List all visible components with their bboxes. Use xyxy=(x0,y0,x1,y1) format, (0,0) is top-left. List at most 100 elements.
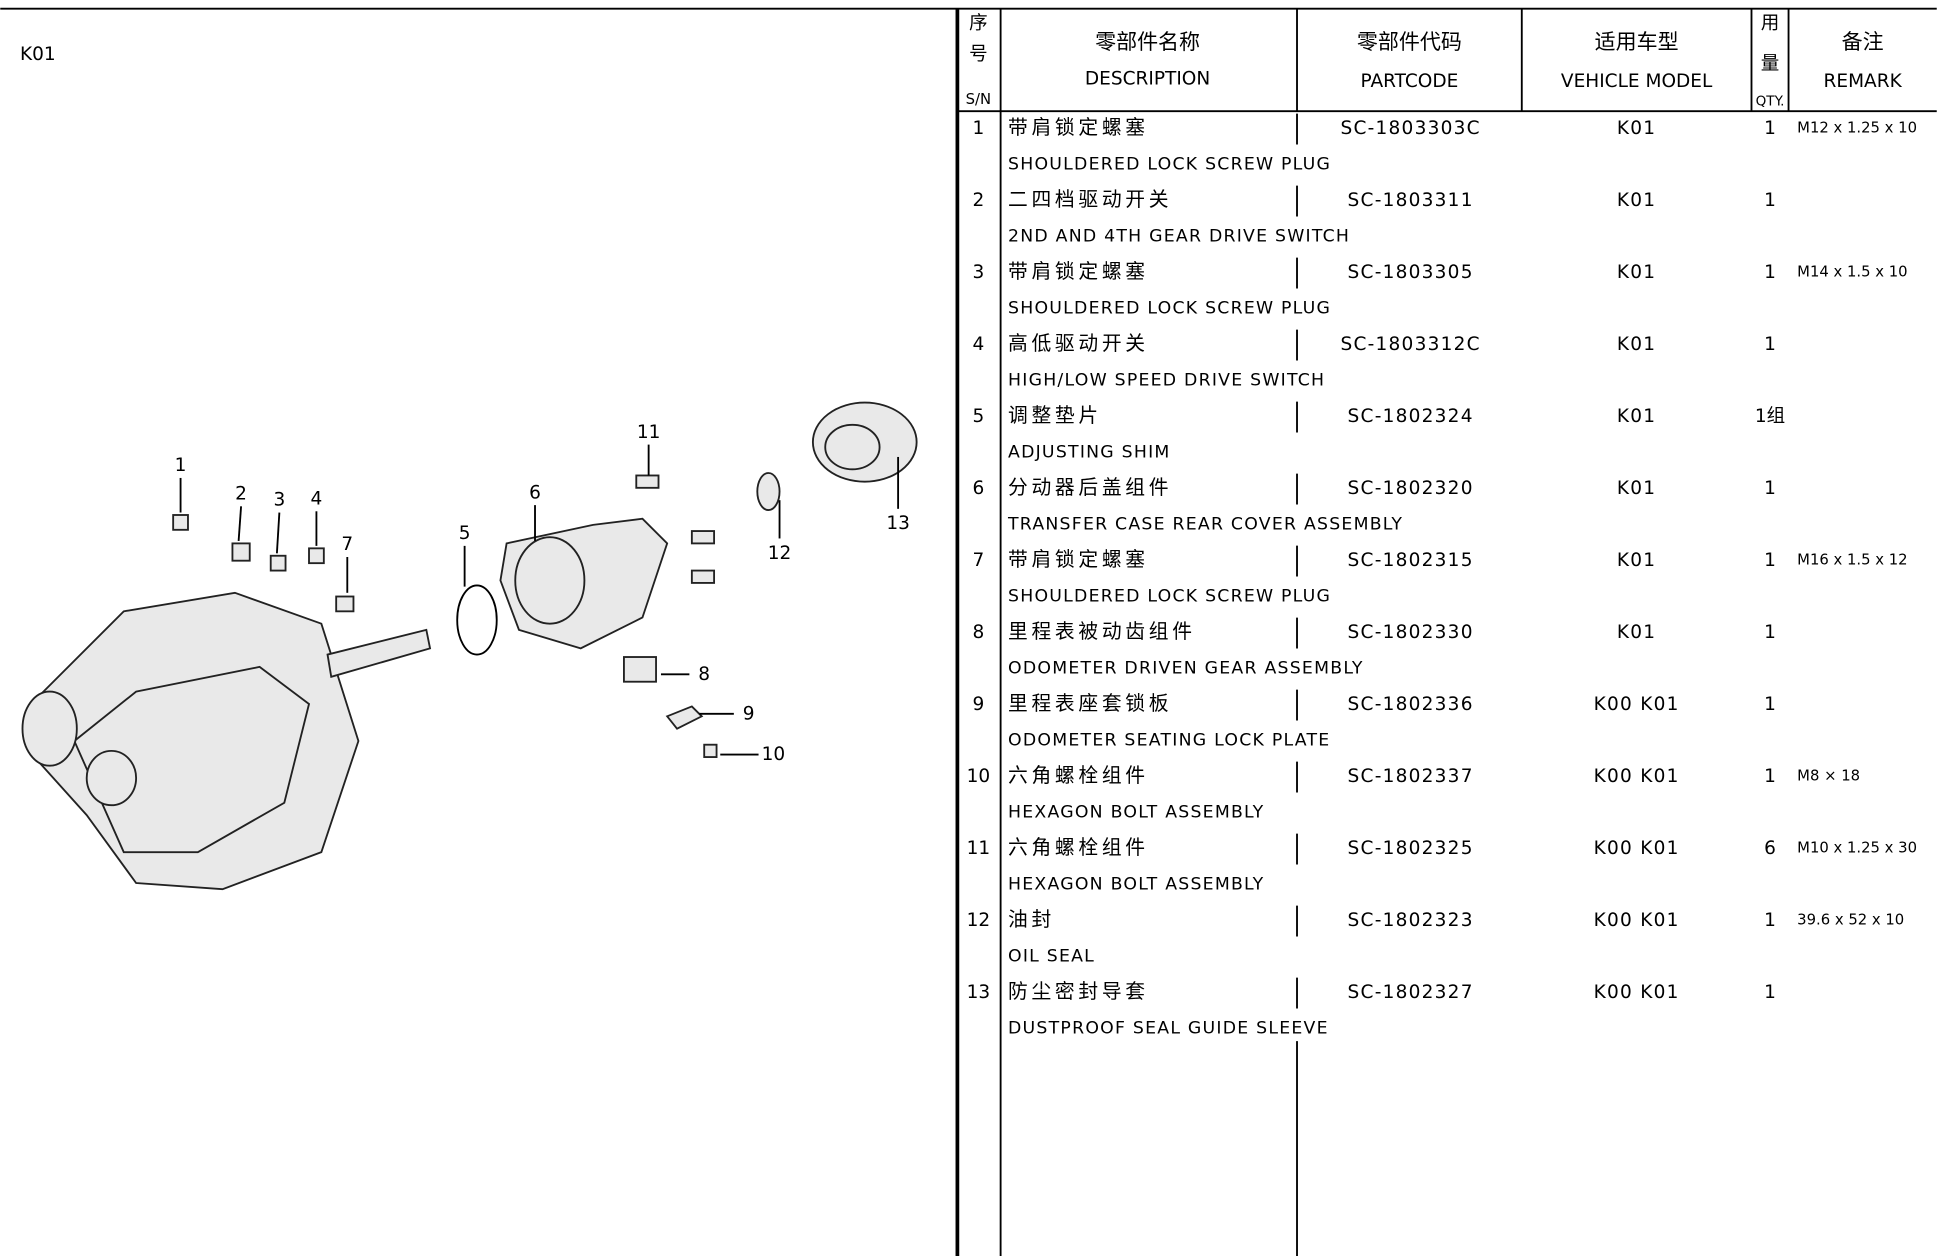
vehicle-model: K00 K01 xyxy=(1594,766,1680,787)
qty: 1 xyxy=(1764,118,1776,139)
name-en: ODOMETER SEATING LOCK PLATE xyxy=(1008,730,1330,750)
shaft xyxy=(326,628,432,678)
qty: 1 xyxy=(1764,190,1776,211)
plate xyxy=(665,705,704,730)
header-text: 零部件名称 xyxy=(1095,30,1200,54)
qty: 1 xyxy=(1764,910,1776,931)
name-cn: 调整垫片 xyxy=(1008,404,1102,427)
header-text: VEHICLE MODEL xyxy=(1561,71,1713,92)
callout-number: 3 xyxy=(273,490,285,511)
bolt xyxy=(703,743,718,758)
qty: 1 xyxy=(1764,334,1776,355)
vehicle-model: K01 xyxy=(1617,190,1656,211)
callout-number: 1 xyxy=(175,455,187,476)
name-cn: 六角螺栓组件 xyxy=(1008,764,1149,787)
sn: 13 xyxy=(967,982,991,1003)
sn: 7 xyxy=(972,550,984,571)
qty: 1 xyxy=(1764,622,1776,643)
callout-number: 5 xyxy=(459,523,471,544)
vehicle-model: K01 xyxy=(1617,478,1656,499)
name-en: HIGH/LOW SPEED DRIVE SWITCH xyxy=(1008,370,1325,390)
qty: 1 xyxy=(1764,262,1776,283)
qty: 1 xyxy=(1764,478,1776,499)
remark: M8 × 18 xyxy=(1797,767,1860,784)
name-en: HEXAGON BOLT ASSEMBLY xyxy=(1008,874,1264,894)
callout-number: 6 xyxy=(529,482,541,503)
callout-number: 12 xyxy=(768,543,792,564)
sn: 12 xyxy=(967,910,991,931)
sn: 2 xyxy=(972,190,984,211)
leader-line xyxy=(237,506,243,541)
vehicle-model: K00 K01 xyxy=(1594,694,1680,715)
header-text: 序 xyxy=(969,13,988,34)
name-en: 2ND AND 4TH GEAR DRIVE SWITCH xyxy=(1008,226,1350,246)
vehicle-model: K01 xyxy=(1617,406,1656,427)
case-detail xyxy=(73,665,311,854)
name-cn: 二四档驱动开关 xyxy=(1008,188,1172,211)
header-text: S/N xyxy=(966,91,991,108)
remark: M12 x 1.25 x 10 xyxy=(1797,119,1917,136)
name-cn: 六角螺栓组件 xyxy=(1008,836,1149,859)
callout-number: 11 xyxy=(637,422,661,443)
name-en: OIL SEAL xyxy=(1008,946,1095,966)
flange xyxy=(85,749,138,807)
header-text: 适用车型 xyxy=(1595,30,1679,54)
name-cn: 带肩锁定螺塞 xyxy=(1008,260,1149,283)
vehicle-model: K01 xyxy=(1617,118,1656,139)
qty: 1 xyxy=(1764,694,1776,715)
callout-number: 4 xyxy=(311,488,323,509)
header-text: QTY. xyxy=(1756,93,1785,109)
vehicle-model: K01 xyxy=(1617,334,1656,355)
name-en: SHOULDERED LOCK SCREW PLUG xyxy=(1008,154,1331,174)
name-cn: 防尘密封导套 xyxy=(1008,980,1149,1003)
vehicle-model: K01 xyxy=(1617,550,1656,571)
switch xyxy=(231,542,251,562)
leader-line xyxy=(275,512,281,554)
partcode: SC-1803311 xyxy=(1348,190,1474,211)
qty: 1组 xyxy=(1755,406,1785,427)
name-cn: 带肩锁定螺塞 xyxy=(1008,116,1149,139)
shim xyxy=(456,584,498,656)
header-text: PARTCODE xyxy=(1360,71,1458,92)
gear xyxy=(623,656,657,683)
vehicle-model: K00 K01 xyxy=(1594,982,1680,1003)
plug xyxy=(335,595,355,613)
vehicle-model: K01 xyxy=(1617,262,1656,283)
name-en: ODOMETER DRIVEN GEAR ASSEMBLY xyxy=(1008,658,1364,678)
name-en: TRANSFER CASE REAR COVER ASSEMBLY xyxy=(1007,514,1403,534)
cover-bore xyxy=(514,536,586,625)
partcode: SC-1803305 xyxy=(1348,262,1474,283)
name-cn: 油封 xyxy=(1008,908,1055,931)
sn: 11 xyxy=(967,838,991,859)
header-text: DESCRIPTION xyxy=(1085,69,1210,90)
partcode: SC-1802325 xyxy=(1348,838,1474,859)
sn: 9 xyxy=(972,694,984,715)
qty: 1 xyxy=(1764,550,1776,571)
sn: 5 xyxy=(972,406,984,427)
qty: 1 xyxy=(1764,766,1776,787)
partcode: SC-1803303C xyxy=(1340,118,1480,139)
partcode: SC-1802327 xyxy=(1348,982,1474,1003)
name-cn: 里程表被动齿组件 xyxy=(1008,620,1196,643)
name-en: DUSTPROOF SEAL GUIDE SLEEVE xyxy=(1008,1018,1329,1038)
partcode: SC-1802336 xyxy=(1348,694,1474,715)
partcode: SC-1802323 xyxy=(1348,910,1474,931)
callout-number: 10 xyxy=(762,744,786,765)
name-cn: 带肩锁定螺塞 xyxy=(1008,548,1149,571)
name-en: ADJUSTING SHIM xyxy=(1008,442,1171,462)
vehicle-model: K00 K01 xyxy=(1594,838,1680,859)
name-cn: 分动器后盖组件 xyxy=(1008,476,1172,499)
sn: 1 xyxy=(972,118,984,139)
page-label: K01 xyxy=(20,44,56,65)
bolt xyxy=(635,474,660,489)
switch xyxy=(308,547,325,565)
sn: 10 xyxy=(967,766,991,787)
header-text: 零部件代码 xyxy=(1357,30,1462,54)
name-cn: 里程表座套锁板 xyxy=(1008,692,1172,715)
callout-number: 7 xyxy=(341,534,353,555)
partcode: SC-1803312C xyxy=(1340,334,1480,355)
flange xyxy=(21,690,78,767)
callout-number: 13 xyxy=(886,513,910,534)
vehicle-model: K00 K01 xyxy=(1594,910,1680,931)
